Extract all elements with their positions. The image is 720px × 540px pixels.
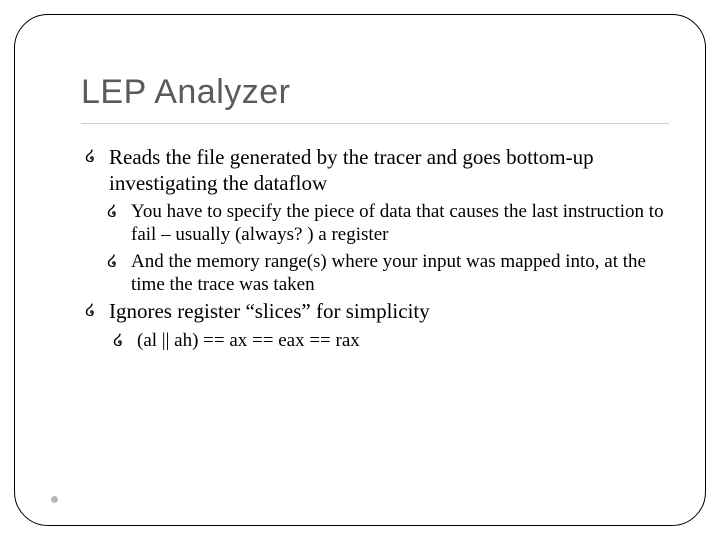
slide-frame: LEP Analyzer ໒ Reads the file generated … (14, 14, 706, 526)
bullet-glyph-icon: ໒ (107, 202, 117, 222)
bullet-text: (al || ah) == ax == eax == rax (137, 330, 360, 351)
bullet-text: And the memory range(s) where your input… (131, 251, 646, 295)
bullet-text: Ignores register “slices” for simplicity (109, 299, 430, 323)
bullet-l2: ໒ And the memory range(s) where your inp… (107, 250, 665, 296)
bullet-glyph-icon: ໒ (85, 301, 95, 321)
bullet-glyph-icon: ໒ (85, 147, 95, 167)
slide-body: ໒ Reads the file generated by the tracer… (85, 145, 665, 355)
bullet-glyph-icon: ໒ (107, 252, 117, 272)
bullet-text: Reads the file generated by the tracer a… (109, 145, 594, 195)
page-indicator-dot (51, 496, 58, 503)
bullet-text: You have to specify the piece of data th… (131, 201, 664, 245)
title-underline (81, 123, 669, 124)
bullet-glyph-icon: ໒ (113, 331, 123, 351)
slide-title: LEP Analyzer (81, 73, 291, 112)
bullet-l2: ໒ You have to specify the piece of data … (107, 200, 665, 246)
bullet-l1: ໒ Reads the file generated by the tracer… (85, 145, 665, 196)
bullet-l1: ໒ Ignores register “slices” for simplici… (85, 299, 665, 325)
bullet-l2: ໒ (al || ah) == ax == eax == rax (113, 329, 665, 352)
